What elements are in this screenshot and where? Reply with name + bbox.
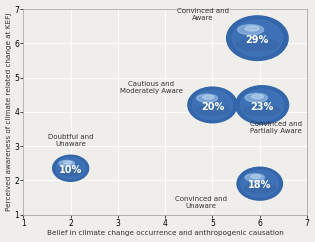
Text: Convinced and
Unaware: Convinced and Unaware [175, 196, 227, 209]
Ellipse shape [58, 169, 83, 175]
Text: 23%: 23% [250, 102, 274, 112]
Circle shape [241, 170, 278, 197]
Ellipse shape [245, 26, 259, 31]
Text: 29%: 29% [246, 35, 269, 45]
Text: Convinced and
Aware: Convinced and Aware [177, 8, 229, 21]
Circle shape [53, 155, 89, 181]
Ellipse shape [251, 175, 261, 178]
Circle shape [227, 16, 288, 60]
Circle shape [192, 90, 232, 120]
Ellipse shape [245, 174, 264, 181]
Ellipse shape [64, 161, 72, 164]
Ellipse shape [238, 25, 264, 35]
Circle shape [237, 167, 283, 200]
Text: 20%: 20% [201, 102, 224, 112]
Circle shape [240, 89, 284, 121]
Circle shape [232, 20, 283, 56]
Ellipse shape [59, 160, 74, 166]
Text: Doubtful and
Unaware: Doubtful and Unaware [48, 134, 93, 147]
Text: 18%: 18% [248, 180, 272, 190]
Circle shape [56, 158, 85, 179]
Ellipse shape [245, 93, 267, 102]
Ellipse shape [243, 106, 281, 115]
Text: 10%: 10% [59, 165, 82, 174]
X-axis label: Belief in climate change occurrence and anthropogenic causation: Belief in climate change occurrence and … [47, 230, 284, 236]
Text: Convinced and
Partially Aware: Convinced and Partially Aware [250, 121, 302, 134]
Circle shape [236, 86, 289, 124]
Text: Cautious and
Moderately Aware: Cautious and Moderately Aware [120, 81, 182, 94]
Ellipse shape [197, 94, 217, 102]
Ellipse shape [244, 184, 276, 193]
Ellipse shape [203, 95, 214, 99]
Ellipse shape [252, 95, 264, 99]
Ellipse shape [195, 106, 230, 115]
Ellipse shape [236, 39, 279, 50]
Circle shape [188, 87, 237, 123]
Y-axis label: Perceived awareness of climate related change at KEFJ: Perceived awareness of climate related c… [6, 13, 12, 211]
